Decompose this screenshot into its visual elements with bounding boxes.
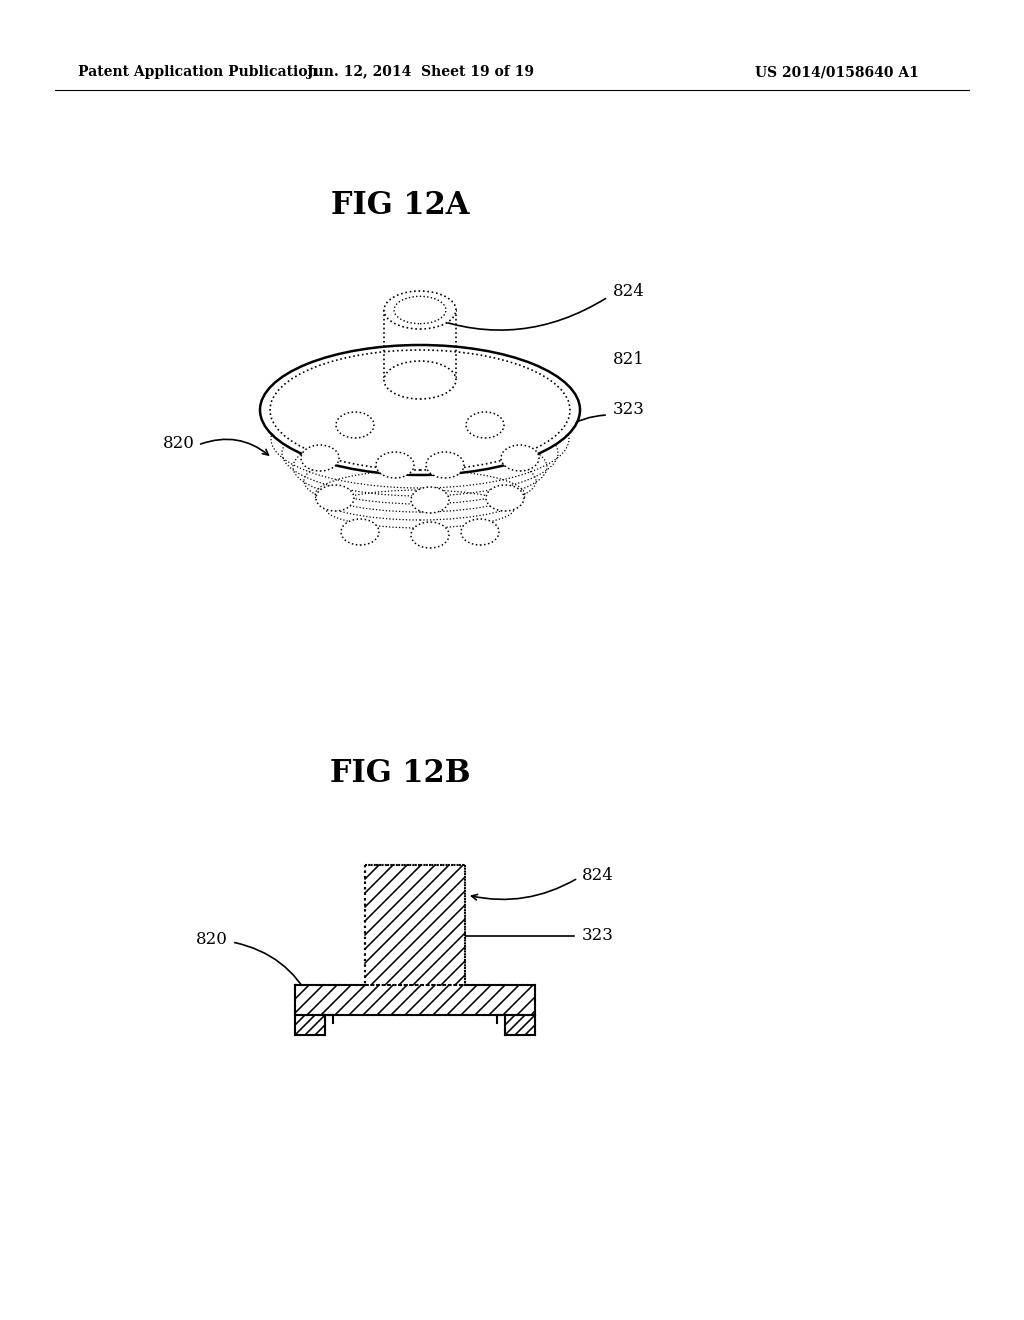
- Ellipse shape: [384, 290, 456, 329]
- Bar: [505, 1015, 535, 1035]
- Bar: [365, 865, 465, 985]
- Ellipse shape: [384, 360, 456, 399]
- Ellipse shape: [394, 296, 445, 323]
- Ellipse shape: [336, 412, 374, 438]
- Ellipse shape: [411, 521, 449, 548]
- Bar: [505, 1015, 535, 1035]
- Text: 824: 824: [582, 866, 613, 883]
- Text: 820: 820: [163, 434, 195, 451]
- Ellipse shape: [301, 445, 339, 471]
- Ellipse shape: [461, 519, 499, 545]
- Ellipse shape: [486, 484, 524, 511]
- Text: 821: 821: [613, 351, 645, 368]
- Ellipse shape: [411, 487, 449, 513]
- Bar: [295, 1015, 325, 1035]
- Bar: [295, 1015, 325, 1035]
- Text: 323: 323: [582, 928, 613, 945]
- Text: US 2014/0158640 A1: US 2014/0158640 A1: [755, 65, 919, 79]
- Ellipse shape: [261, 346, 579, 474]
- Ellipse shape: [270, 350, 570, 470]
- Bar: [295, 985, 535, 1015]
- Text: Jun. 12, 2014  Sheet 19 of 19: Jun. 12, 2014 Sheet 19 of 19: [306, 65, 534, 79]
- Text: 820: 820: [197, 932, 228, 949]
- Ellipse shape: [341, 519, 379, 545]
- Ellipse shape: [316, 484, 354, 511]
- Bar: [295, 985, 535, 1015]
- Text: 824: 824: [613, 284, 645, 301]
- Ellipse shape: [501, 445, 539, 471]
- Text: FIG 12A: FIG 12A: [331, 190, 469, 220]
- Text: 323: 323: [613, 401, 645, 418]
- Ellipse shape: [466, 412, 504, 438]
- Ellipse shape: [376, 451, 414, 478]
- Text: Patent Application Publication: Patent Application Publication: [78, 65, 317, 79]
- Text: FIG 12B: FIG 12B: [330, 758, 470, 788]
- Bar: [365, 865, 465, 985]
- Ellipse shape: [426, 451, 464, 478]
